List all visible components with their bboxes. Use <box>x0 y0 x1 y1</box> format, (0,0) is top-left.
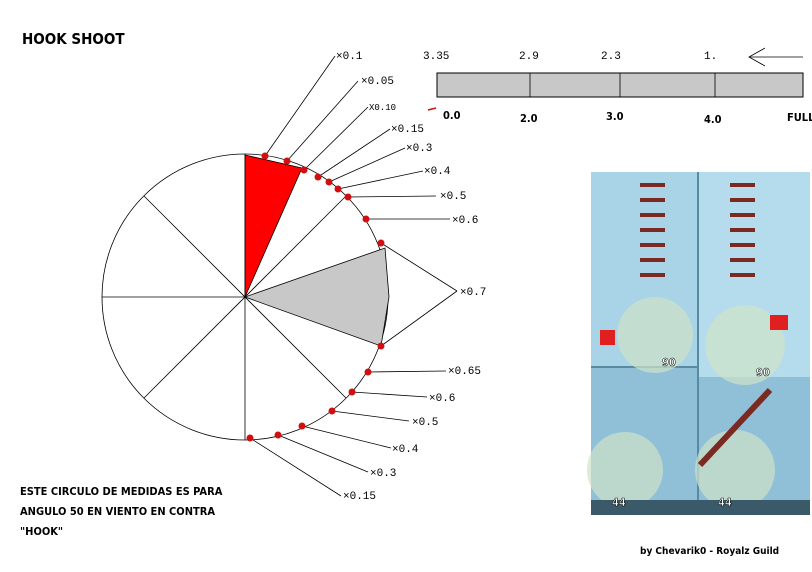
multiplier-label: ×0.5 <box>440 191 466 203</box>
power-label: FULL <box>787 111 812 124</box>
multiplier-label: ×0.5 <box>412 417 438 429</box>
power-bar <box>427 72 804 111</box>
note-line: ESTE CIRCULO DE MEDIDAS ES PARA <box>20 485 223 498</box>
multiplier-label: ×0.15 <box>343 491 376 503</box>
ray <box>303 106 369 171</box>
power-label: 2.0 <box>520 112 538 125</box>
top-value: 1. <box>704 51 717 63</box>
ray <box>301 425 392 449</box>
dot <box>261 152 269 160</box>
multiplier-label: ×0.65 <box>448 366 481 378</box>
dot <box>246 434 254 442</box>
power-label: 3.0 <box>606 110 624 123</box>
dot <box>328 407 336 415</box>
multiplier-label: ×0.15 <box>391 124 424 136</box>
multiplier-label: ×0.1 <box>336 51 363 63</box>
ray <box>264 55 336 157</box>
game-label: 44 <box>612 496 626 509</box>
multiplier-label: ×0.4 <box>424 166 451 178</box>
multiplier-label: ×0.7 <box>460 287 486 299</box>
game-label: 44 <box>718 496 732 509</box>
dot <box>314 173 322 181</box>
top-value: 3.35 <box>423 51 449 63</box>
ray <box>317 128 391 178</box>
multiplier-label: X0.10 <box>369 103 396 113</box>
title: HOOK SHOOT <box>22 30 125 48</box>
multiplier-label: ×0.3 <box>406 143 432 155</box>
dot <box>344 193 352 201</box>
power-label: 0.0 <box>443 109 461 122</box>
dot <box>298 422 306 430</box>
dot <box>377 342 385 350</box>
ray <box>367 370 447 373</box>
rays: ×0.1 ×0.05 X0.10 ×0.15 ×0.3 ×0.4 ×0.5 ×0.6 ×0.7 ×… <box>246 51 486 503</box>
top-value: 2.9 <box>519 51 539 63</box>
top-value: 2.3 <box>601 51 621 63</box>
note-line: "HOOK" <box>20 525 63 538</box>
dot <box>283 157 291 165</box>
arrow <box>748 47 803 67</box>
multiplier-label: ×0.3 <box>370 468 396 480</box>
measure-circle <box>101 153 458 441</box>
game-label: 90 <box>662 356 676 369</box>
dot <box>334 185 342 193</box>
ray <box>249 437 342 497</box>
multiplier-label: ×0.6 <box>429 393 455 405</box>
dot <box>362 215 370 223</box>
ray <box>347 195 437 198</box>
dot <box>348 388 356 396</box>
ray <box>286 80 359 162</box>
note-line: ANGULO 50 EN VIENTO EN CONTRA <box>20 505 215 518</box>
ray <box>277 434 369 473</box>
credit: by Chevarik0 - Royalz Guild <box>640 546 779 557</box>
game-screenshot <box>587 172 810 515</box>
dot <box>300 166 308 174</box>
power-label: 4.0 <box>704 113 722 126</box>
ray <box>351 391 428 398</box>
ray <box>331 410 410 422</box>
dot <box>274 431 282 439</box>
ray <box>328 147 406 183</box>
game-label: 90 <box>756 366 770 379</box>
dot <box>364 368 372 376</box>
multiplier-label: ×0.4 <box>392 444 419 456</box>
multiplier-label: ×0.6 <box>452 215 478 227</box>
multiplier-label: ×0.05 <box>361 76 394 88</box>
dot <box>377 239 385 247</box>
dot <box>325 178 333 186</box>
ray <box>337 170 424 190</box>
